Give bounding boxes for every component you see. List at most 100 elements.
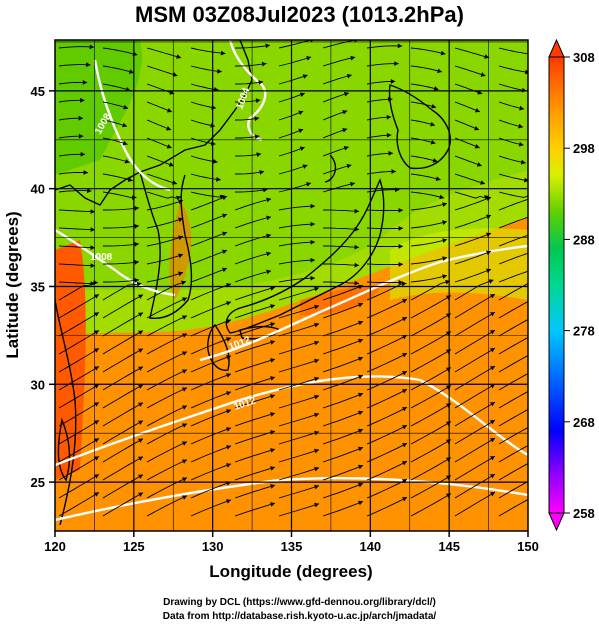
streamline-arrowhead [266, 215, 271, 221]
streamline-arrowhead [138, 348, 143, 353]
streamline [278, 241, 316, 247]
streamline-arrowhead [182, 495, 187, 500]
streamline [410, 280, 451, 301]
x-tick-label: 135 [281, 539, 303, 554]
streamline [146, 155, 174, 167]
streamline [410, 257, 448, 265]
streamline [102, 438, 144, 463]
streamline-arrowhead [354, 226, 359, 232]
streamline [146, 271, 184, 283]
credit-data: Data from http://database.rish.kyoto-u.a… [162, 611, 437, 622]
streamline-arrowhead [226, 499, 231, 504]
streamline [410, 475, 452, 499]
streamline-arrowhead [402, 407, 407, 412]
streamline-arrowhead [398, 244, 403, 249]
streamline [322, 56, 356, 67]
streamline-arrowhead [402, 425, 407, 430]
streamline-arrowhead [255, 98, 261, 104]
streamline [278, 341, 320, 355]
streamline [58, 492, 100, 517]
streamline-arrowhead [90, 263, 95, 269]
streamline-arrowhead [490, 312, 495, 317]
streamline-arrowhead [518, 123, 524, 129]
streamline-arrowhead [398, 226, 403, 231]
streamline [190, 249, 228, 265]
streamline [410, 239, 448, 247]
streamline-arrowhead [437, 68, 442, 74]
streamline-arrowhead [182, 405, 187, 410]
streamline-arrowhead [94, 294, 99, 299]
streamline-arrowhead [314, 484, 319, 490]
map-title: MSM 03Z08Jul2023 (1013.2hPa) [135, 2, 464, 27]
colorbar-top-arrow [548, 38, 565, 58]
streamline [58, 366, 100, 391]
streamline-arrowhead [401, 281, 407, 287]
streamline [278, 205, 316, 211]
streamline [498, 283, 528, 301]
streamline [498, 499, 528, 517]
streamline [322, 500, 364, 517]
streamline [322, 164, 352, 175]
streamline [234, 304, 276, 319]
streamline-arrowhead [534, 296, 539, 300]
streamline [498, 481, 528, 499]
streamline-arrowhead [136, 281, 142, 287]
streamline-arrowhead [314, 448, 319, 454]
streamline [190, 47, 226, 54]
streamline [102, 283, 142, 301]
streamline-arrowhead [222, 231, 227, 237]
streamline-arrowhead [182, 423, 187, 428]
streamline [58, 384, 100, 409]
streamline [323, 281, 360, 284]
streamline [410, 47, 446, 55]
streamline-arrowhead [270, 502, 275, 507]
streamline-arrowhead [358, 410, 363, 416]
streamline [102, 420, 144, 445]
lat-lon-grid [55, 40, 528, 531]
streamline [322, 428, 364, 445]
streamline [498, 301, 528, 319]
streamline [278, 56, 312, 67]
isobar-1008-west [55, 228, 176, 297]
streamline-arrowhead [86, 62, 91, 68]
streamline [102, 366, 144, 391]
streamline-arrowhead [270, 412, 275, 417]
streamline-arrowhead [258, 80, 264, 85]
streamline [146, 253, 184, 265]
streamline-arrowhead [358, 428, 363, 434]
streamline [366, 63, 399, 67]
streamline [58, 348, 100, 373]
streamline [366, 281, 404, 284]
streamline-arrowhead [94, 312, 99, 317]
streamline-arrowhead [182, 477, 187, 482]
streamline [410, 65, 443, 73]
streamline [454, 232, 492, 247]
streamline-arrowhead [178, 271, 183, 277]
streamline-arrowhead [314, 394, 319, 400]
credit-drawing: Drawing by DCL (https://www.gfd-dennou.o… [163, 597, 436, 608]
streamline [234, 448, 276, 463]
streamline-arrowhead [138, 474, 143, 479]
streamline [366, 171, 396, 175]
streamline-arrowhead [534, 368, 539, 372]
streamline-arrowhead [78, 133, 84, 139]
streamline [102, 402, 144, 427]
streamline-arrowhead [226, 391, 231, 396]
temperature-field-north-west [55, 40, 142, 175]
streamline [410, 367, 452, 391]
streamline [102, 312, 144, 337]
streamline-arrowhead [222, 195, 227, 201]
streamline [278, 395, 320, 409]
streamline [278, 305, 320, 319]
streamline-arrowhead [138, 438, 143, 443]
streamline [322, 464, 364, 481]
streamline-arrowhead [314, 502, 319, 508]
streamline-arrowhead [182, 441, 187, 446]
streamline [235, 44, 271, 49]
streamline-arrowhead [226, 427, 231, 432]
streamline-arrowhead [138, 402, 143, 407]
streamline-arrowhead [490, 402, 495, 407]
streamline [410, 221, 448, 229]
streamline [366, 263, 404, 266]
streamline [58, 474, 100, 499]
